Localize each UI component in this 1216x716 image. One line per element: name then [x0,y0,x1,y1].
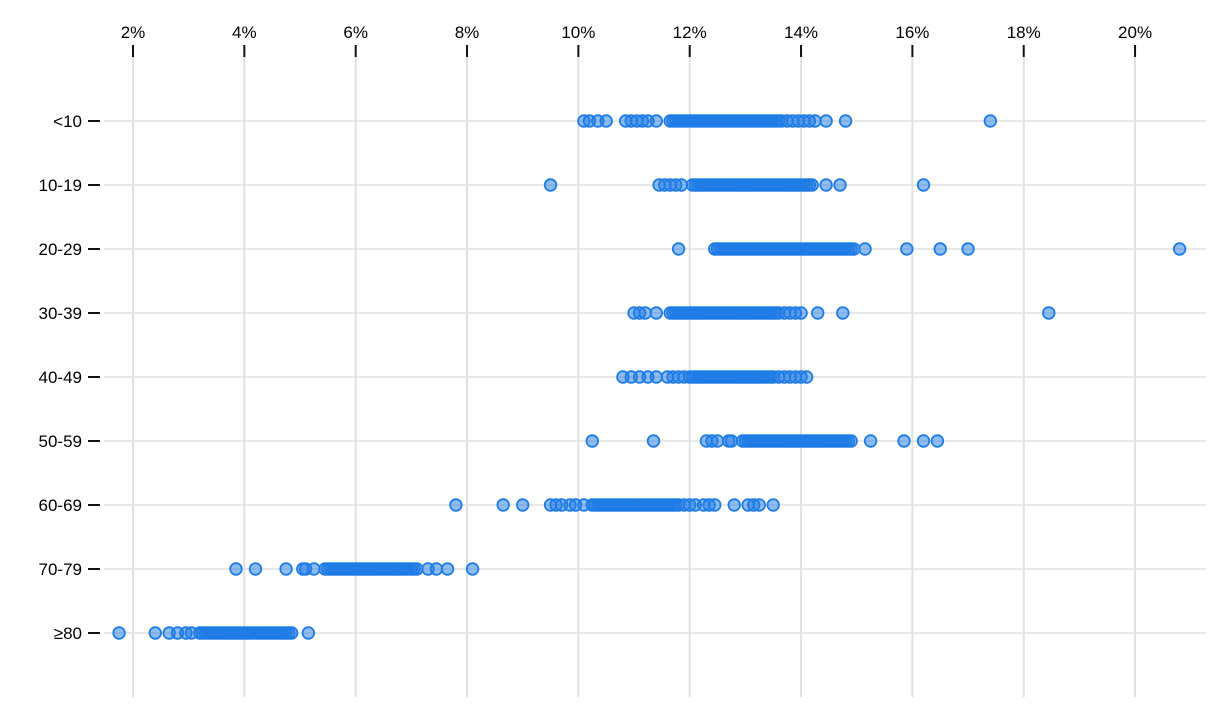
data-point [819,178,833,192]
x-tick-label: 16% [895,23,929,42]
y-tick-label: 30-39 [39,304,82,323]
data-point [229,562,243,576]
data-point [301,626,316,640]
data-point [794,306,808,320]
data-point [496,498,510,512]
data-point [307,562,321,576]
data-point [752,498,766,512]
data-point [799,370,814,384]
data-point [449,498,463,512]
data-point [916,434,931,448]
data-point [284,626,299,640]
data-point [863,434,878,448]
data-point [836,306,850,320]
data-point [847,242,861,256]
data-point [649,114,663,128]
data-point [1172,242,1187,256]
y-tick-label: 50-59 [39,432,82,451]
x-tick-label: 2% [121,23,146,42]
data-point [961,242,975,256]
y-tick-label: 10-19 [39,176,82,195]
data-point [808,114,822,128]
x-tick-label: 10% [561,23,595,42]
data-point [858,242,872,256]
data-point [897,434,911,448]
data-point [279,562,293,576]
data-point [708,498,722,512]
data-point [585,434,599,448]
data-point [543,178,558,192]
data-point [933,242,947,256]
x-tick-label: 14% [784,23,818,42]
y-tick-label: 70-79 [39,560,82,579]
data-point [410,562,424,576]
y-tick-label: 20-29 [39,240,82,259]
data-point [727,498,741,512]
data-point [646,434,661,448]
data-point [766,498,780,512]
data-point [833,178,847,192]
data-point [983,114,998,128]
data-point [248,562,263,576]
data-point [148,626,162,640]
data-point [1042,306,1056,320]
y-tick-label: 60-69 [39,496,82,515]
data-point [671,242,686,256]
data-point [900,242,914,256]
data-point [916,178,931,192]
data-point [638,306,652,320]
x-tick-label: 20% [1118,23,1152,42]
data-point [930,434,945,448]
data-point [710,434,725,448]
x-tick-label: 8% [455,23,480,42]
data-point [838,114,853,128]
data-point [649,370,663,384]
data-point [819,114,833,128]
x-tick-label: 6% [343,23,368,42]
x-tick-label: 4% [232,23,257,42]
data-point [674,178,689,192]
data-point [649,306,663,320]
data-point [805,178,819,192]
data-point [515,498,530,512]
data-point [599,114,613,128]
y-tick-label: <10 [53,112,82,131]
y-tick-label: 40-49 [39,368,82,387]
data-point [440,562,455,576]
x-tick-label: 18% [1007,23,1041,42]
data-point [429,562,444,576]
data-point [811,306,825,320]
x-tick-label: 12% [673,23,707,42]
data-point [844,434,858,448]
data-point [112,626,126,640]
data-point [465,562,480,576]
y-tick-label: ≥80 [54,624,82,643]
data-point [724,434,739,448]
